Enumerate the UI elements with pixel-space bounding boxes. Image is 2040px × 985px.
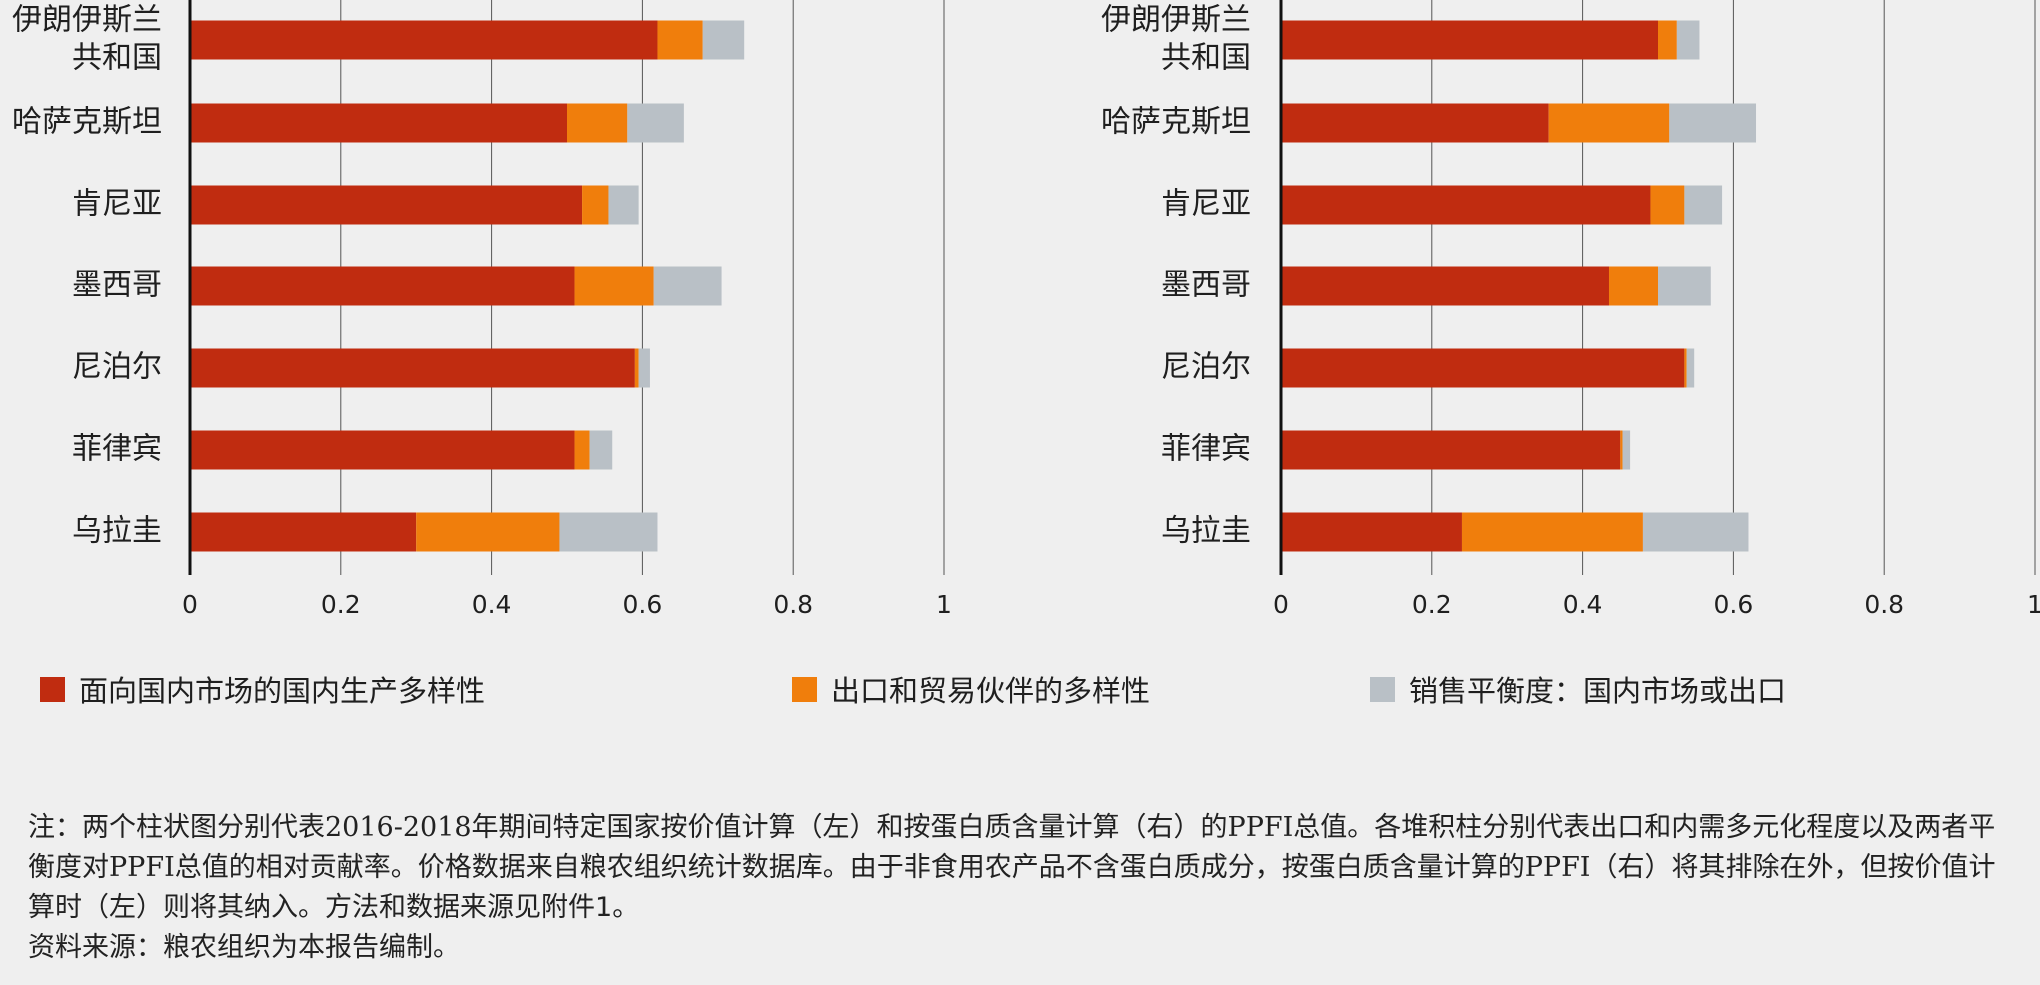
left-tick-label-5: 1	[936, 590, 952, 619]
left-bar-balance-1	[627, 103, 684, 143]
annex-link[interactable]: 附件1	[541, 892, 613, 923]
legend: 面向国内市场的国内生产多样性 出口和贸易伙伴的多样性 销售平衡度：国内市场或出口	[0, 668, 2040, 718]
left-category-label-5: 菲律宾	[72, 432, 162, 467]
left-bar-domestic-0	[190, 20, 658, 60]
left-bar-balance-4	[638, 348, 650, 388]
right-bar-export-1	[1548, 103, 1670, 143]
legend-swatch-domestic	[40, 676, 65, 702]
right-bar-domestic-6	[1281, 512, 1462, 552]
legend-swatch-balance	[1370, 676, 1395, 702]
left-bar-export-2	[582, 185, 609, 225]
right-category-label-2: 肯尼亚	[1161, 187, 1251, 222]
right-tick-label-4: 0.8	[1864, 590, 1904, 619]
right-bar-domestic-0	[1281, 20, 1658, 60]
legend-label-export: 出口和贸易伙伴的多样性	[831, 674, 1151, 708]
left-bar-balance-3	[653, 266, 722, 306]
left-bar-domestic-3	[190, 266, 575, 306]
right-bar-export-5	[1620, 430, 1623, 470]
right-category-label-4: 尼泊尔	[1161, 350, 1251, 385]
right-category-label-5: 菲律宾	[1161, 432, 1251, 467]
left-category-label-0-line-0: 伊朗伊斯兰	[12, 3, 162, 38]
legend-label-balance: 销售平衡度：国内市场或出口	[1409, 674, 1787, 708]
left-bar-export-1	[567, 103, 628, 143]
legend-label-domestic: 面向国内市场的国内生产多样性	[79, 674, 486, 708]
right-tick-label-0: 0	[1273, 590, 1289, 619]
left-category-label-3: 墨西哥	[72, 268, 162, 303]
left-bar-export-4	[634, 348, 639, 388]
right-bar-export-2	[1650, 185, 1685, 225]
left-bar-domestic-2	[190, 185, 583, 225]
right-tick-label-3: 0.6	[1714, 590, 1754, 619]
right-category-label-0-line-1: 共和国	[1161, 41, 1251, 76]
note-text: 注：两个柱状图分别代表2016-2018年期间特定国家按价值计算（左）和按蛋白质…	[28, 812, 1996, 923]
notes: 注：两个柱状图分别代表2016-2018年期间特定国家按价值计算（左）和按蛋白质…	[28, 808, 2018, 968]
left-tick-label-4: 0.8	[773, 590, 813, 619]
left-bar-domestic-5	[190, 430, 575, 470]
source-line: 资料来源：粮农组织为本报告编制。	[28, 932, 460, 963]
left-tick-label-3: 0.6	[623, 590, 663, 619]
right-bar-balance-2	[1684, 185, 1723, 225]
right-bar-domestic-1	[1281, 103, 1549, 143]
note-paragraph: 注：两个柱状图分别代表2016-2018年期间特定国家按价值计算（左）和按蛋白质…	[28, 808, 2018, 928]
right-category-label-3: 墨西哥	[1161, 268, 1251, 303]
right-tick-label-5: 1	[2027, 590, 2040, 619]
left-category-label-4: 尼泊尔	[72, 350, 162, 385]
right-bar-domestic-2	[1281, 185, 1651, 225]
right-tick-label-1: 0.2	[1412, 590, 1452, 619]
left-category-label-2: 肯尼亚	[72, 187, 162, 222]
right-category-label-6: 乌拉圭	[1161, 514, 1251, 549]
right-bar-export-0	[1658, 20, 1677, 60]
right-bar-balance-0	[1676, 20, 1700, 60]
note-end: 。	[612, 892, 640, 923]
right-bar-export-4	[1684, 348, 1687, 388]
left-category-label-6: 乌拉圭	[72, 514, 162, 549]
right-bar-balance-3	[1658, 266, 1711, 306]
left-category-label-0-line-1: 共和国	[72, 41, 162, 76]
legend-item-balance: 销售平衡度：国内市场或出口	[1370, 668, 1786, 710]
left-bar-balance-5	[589, 430, 613, 470]
right-tick-label-2: 0.4	[1563, 590, 1603, 619]
left-tick-label-1: 0.2	[321, 590, 361, 619]
right-bar-balance-6	[1642, 512, 1749, 552]
left-bar-balance-0	[702, 20, 745, 60]
left-bar-domestic-6	[190, 512, 417, 552]
left-tick-label-2: 0.4	[472, 590, 512, 619]
right-bar-export-6	[1461, 512, 1643, 552]
left-bar-balance-6	[559, 512, 658, 552]
right-bar-domestic-3	[1281, 266, 1609, 306]
right-bar-export-3	[1608, 266, 1658, 306]
left-bar-balance-2	[608, 185, 639, 225]
legend-swatch-export	[792, 676, 817, 702]
left-bar-export-5	[574, 430, 590, 470]
left-bar-export-0	[657, 20, 703, 60]
right-category-label-1: 哈萨克斯坦	[1101, 105, 1251, 140]
right-bar-domestic-4	[1281, 348, 1685, 388]
left-bar-export-3	[574, 266, 654, 306]
legend-item-domestic: 面向国内市场的国内生产多样性	[40, 668, 485, 710]
left-bar-domestic-4	[190, 348, 635, 388]
left-bar-domestic-1	[190, 103, 567, 143]
right-bar-balance-1	[1669, 103, 1757, 143]
right-bar-domestic-5	[1281, 430, 1621, 470]
left-bar-export-6	[416, 512, 560, 552]
right-category-label-0-line-0: 伊朗伊斯兰	[1101, 3, 1251, 38]
left-tick-label-0: 0	[182, 590, 198, 619]
right-bar-balance-5	[1622, 430, 1631, 470]
right-bar-balance-4	[1686, 348, 1695, 388]
left-category-label-1: 哈萨克斯坦	[12, 105, 162, 140]
legend-item-export: 出口和贸易伙伴的多样性	[792, 668, 1150, 710]
